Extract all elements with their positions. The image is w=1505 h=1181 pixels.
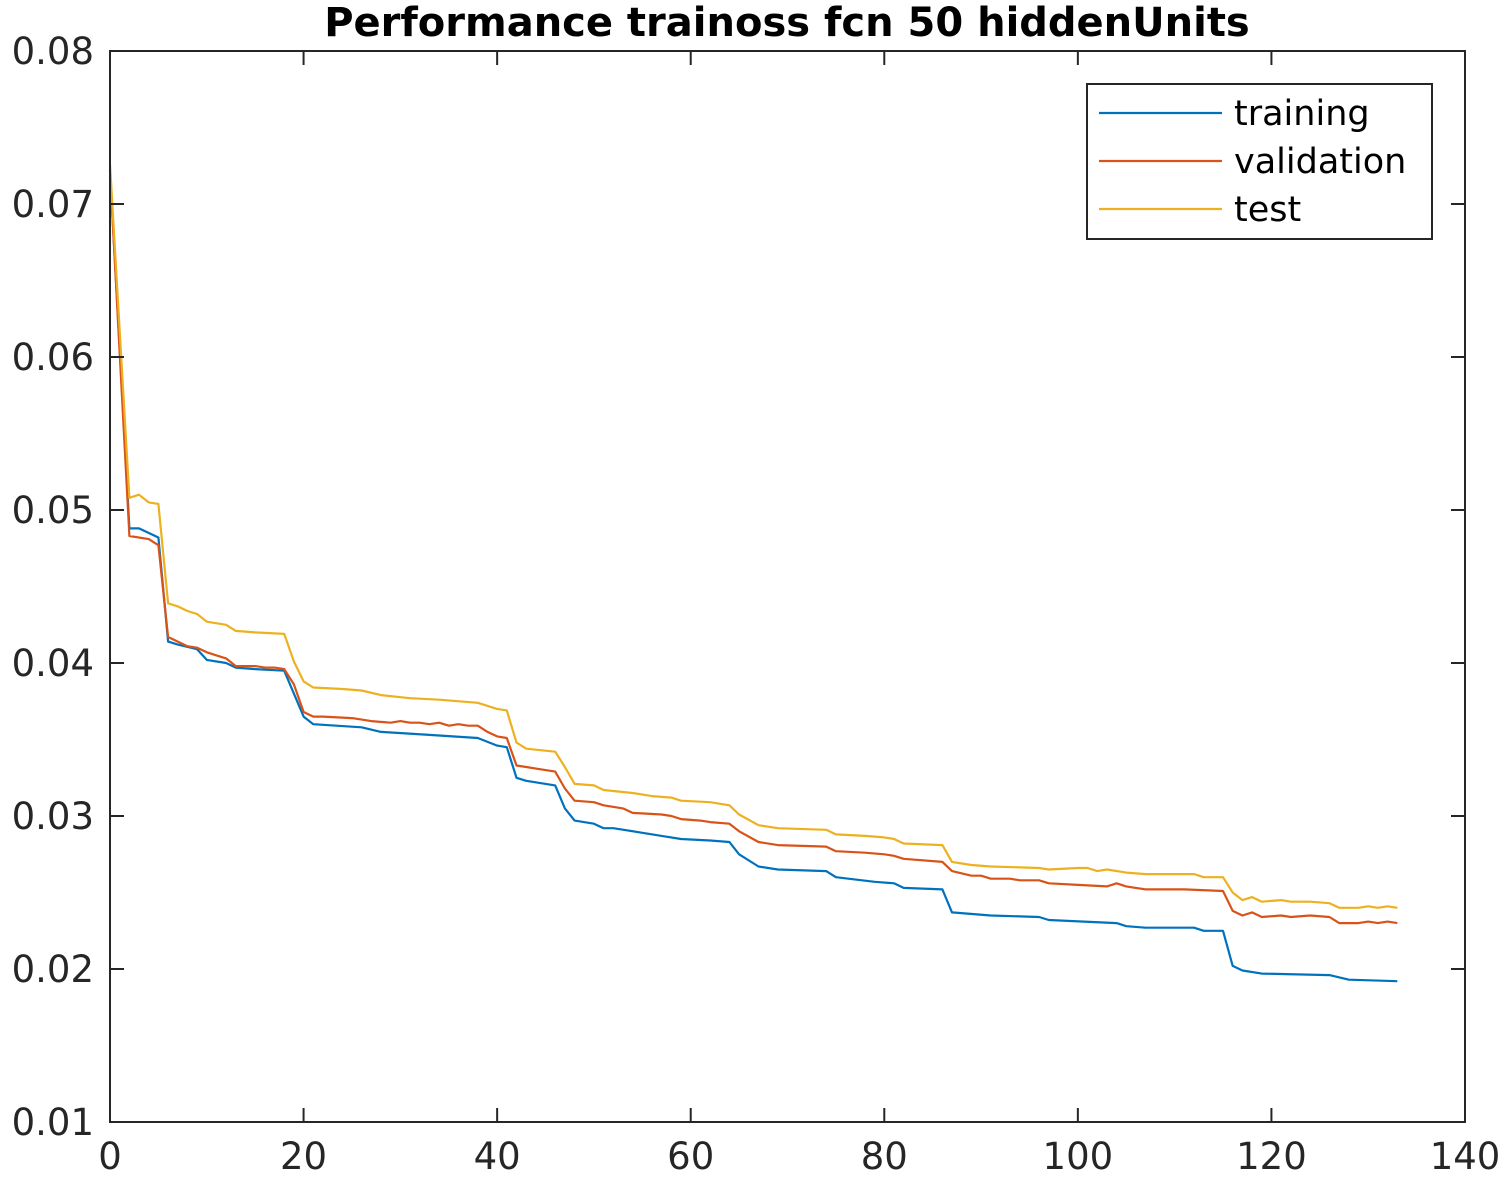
- legend-label-validation: validation: [1234, 142, 1406, 182]
- y-tick-label: 0.01: [12, 1101, 94, 1144]
- axis-tick-labels: 0 20 40 60 80 100 120 140 0.01 0.02 0.03 0.04 0.05 0.…: [12, 30, 1501, 1178]
- y-tick-label: 0.07: [12, 183, 94, 226]
- x-tick-label: 120: [1236, 1135, 1307, 1178]
- legend: training validation test: [1086, 83, 1433, 240]
- series-group: [108, 164, 1398, 983]
- series-line-test: [108, 164, 1398, 909]
- x-tick-label: 80: [861, 1135, 908, 1178]
- y-tick-label: 0.02: [12, 948, 94, 991]
- legend-entries: training validation test: [1099, 94, 1406, 230]
- legend-label-test: test: [1234, 190, 1301, 230]
- y-tick-label: 0.06: [12, 336, 94, 379]
- x-tick-label: 140: [1430, 1135, 1501, 1178]
- plot-frame: [109, 50, 1466, 1123]
- series-line-training: [108, 170, 1398, 983]
- y-tick-label: 0.03: [12, 795, 94, 838]
- y-tick-label: 0.05: [12, 489, 94, 532]
- x-tick-label: 100: [1043, 1135, 1114, 1178]
- x-tick-label: 20: [280, 1135, 327, 1178]
- y-tick-label: 0.08: [12, 30, 94, 73]
- y-tick-label: 0.04: [12, 642, 94, 685]
- x-tick-label: 0: [98, 1135, 122, 1178]
- x-tick-label: 40: [474, 1135, 521, 1178]
- x-tick-label: 60: [667, 1135, 714, 1178]
- series-line-validation: [108, 170, 1398, 925]
- legend-label-training: training: [1234, 94, 1370, 134]
- chart-title: Performance trainoss fcn 50 hiddenUnits: [324, 0, 1250, 46]
